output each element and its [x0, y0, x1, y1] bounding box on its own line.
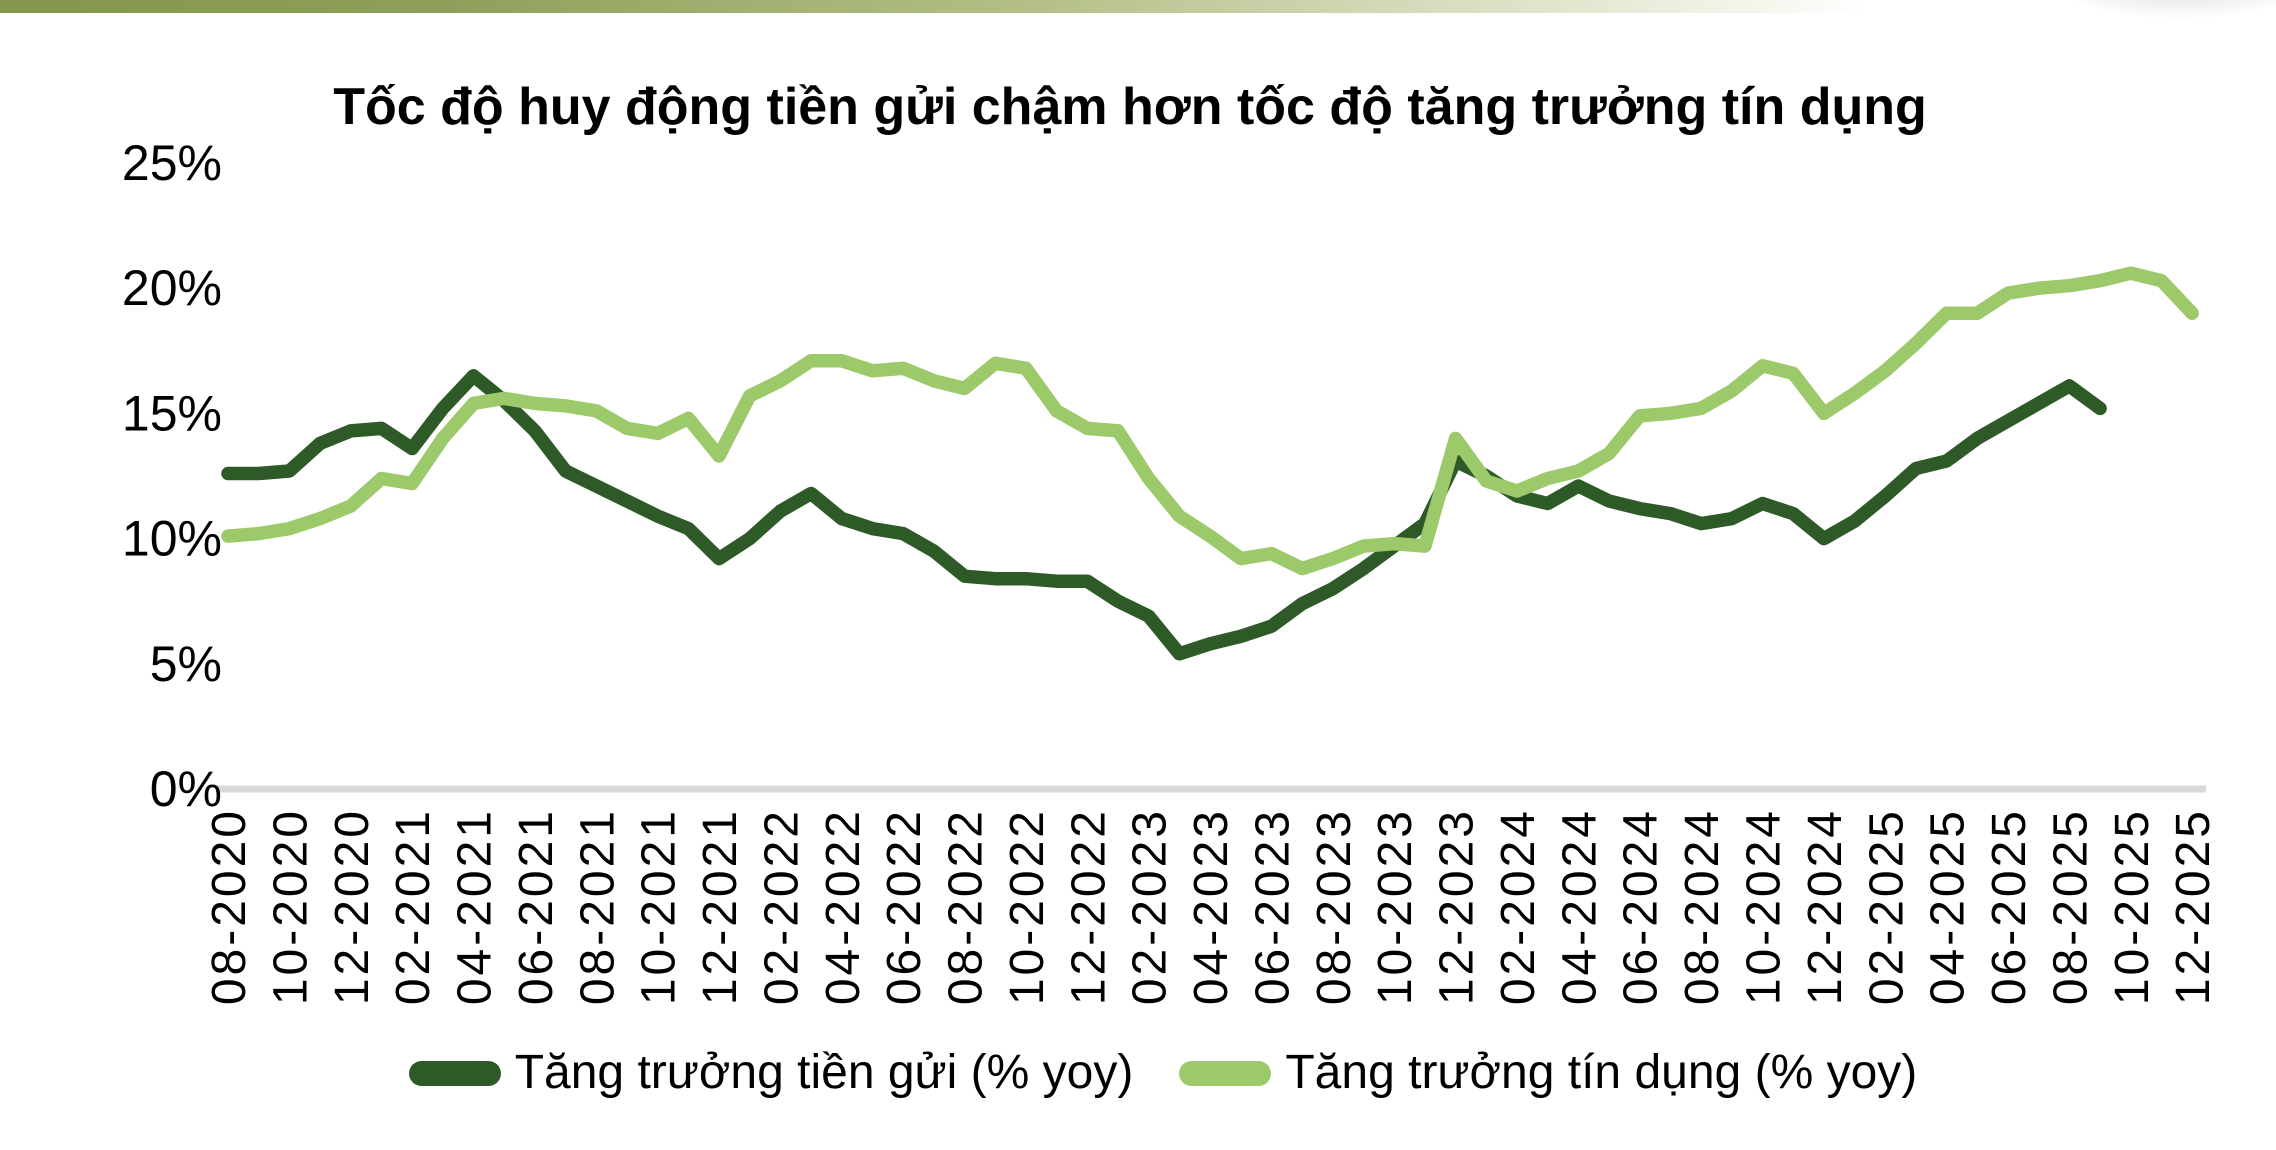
y-tick-label: 15% — [122, 385, 222, 441]
deposit-series-swatch — [408, 1060, 501, 1086]
x-tick-label: 08-2023 — [1308, 808, 1361, 1005]
x-tick-label: 12-2021 — [694, 808, 747, 1005]
x-tick-label: 10-2020 — [264, 808, 317, 1005]
credit-series-swatch — [1179, 1060, 1272, 1086]
x-tick-label: 02-2023 — [1124, 808, 1177, 1005]
x-tick-label: 02-2022 — [755, 808, 808, 1005]
x-tick-label: 06-2024 — [1615, 808, 1668, 1005]
x-tick-label: 02-2025 — [1860, 808, 1913, 1005]
x-tick-label: 02-2021 — [387, 808, 440, 1005]
x-tick-label: 04-2021 — [449, 808, 502, 1005]
x-tick-label: 08-2021 — [571, 808, 624, 1005]
x-tick-label: 08-2022 — [940, 808, 993, 1005]
top-gradient-bar — [0, 0, 2276, 13]
x-tick-label: 10-2025 — [2106, 808, 2159, 1005]
x-tick-label: 06-2021 — [510, 808, 563, 1005]
x-tick-label: 04-2022 — [817, 808, 870, 1005]
y-tick-label: 10% — [122, 511, 222, 567]
series-line-0 — [221, 369, 2107, 661]
x-tick-label: 04-2025 — [1922, 808, 1975, 1005]
series-line-1 — [221, 266, 2199, 576]
x-tick-label: 10-2022 — [1001, 808, 1054, 1005]
y-tick-label: 25% — [122, 135, 222, 191]
x-tick-label: 08-2020 — [203, 808, 256, 1005]
x-tick-label: 10-2023 — [1369, 808, 1422, 1005]
x-tick-label: 06-2025 — [1983, 808, 2036, 1005]
x-tick-label: 08-2025 — [2044, 808, 2097, 1005]
y-tick-label: 5% — [150, 636, 222, 692]
legend-item-credit-growth: Tăng trưởng tín dụng (% yoy) — [1179, 1049, 1917, 1097]
x-tick-label: 06-2022 — [878, 808, 931, 1005]
chart-legend: Tăng trưởng tiền gửi (% yoy) Tăng trưởng… — [0, 1038, 2276, 1108]
legend-item-deposit-growth: Tăng trưởng tiền gửi (% yoy) — [408, 1046, 1134, 1099]
x-tick-label: 08-2024 — [1676, 808, 1729, 1005]
x-tick-label: 12-2020 — [326, 808, 379, 1005]
legend-label-deposit-growth: Tăng trưởng tiền gửi (% yoy) — [514, 1046, 1134, 1099]
x-tick-label: 02-2024 — [1492, 808, 1545, 1005]
x-tick-label: 04-2023 — [1185, 808, 1238, 1005]
legend-label-credit-growth: Tăng trưởng tín dụng (% yoy) — [1285, 1046, 1918, 1099]
x-tick-label: 06-2023 — [1246, 808, 1299, 1005]
x-tick-label: 12-2022 — [1062, 808, 1115, 1005]
x-tick-label: 12-2023 — [1431, 808, 1484, 1005]
x-tick-label: 04-2024 — [1553, 808, 1606, 1005]
y-tick-label: 0% — [150, 761, 222, 817]
x-tick-label: 12-2024 — [1799, 808, 1852, 1005]
x-tick-label: 10-2024 — [1738, 808, 1791, 1005]
x-tick-label: 10-2021 — [633, 808, 686, 1005]
x-tick-label: 12-2025 — [2167, 808, 2220, 1005]
y-tick-label: 20% — [122, 260, 222, 316]
chart-title: Tốc độ huy động tiền gửi chậm hơn tốc độ… — [333, 78, 1927, 136]
